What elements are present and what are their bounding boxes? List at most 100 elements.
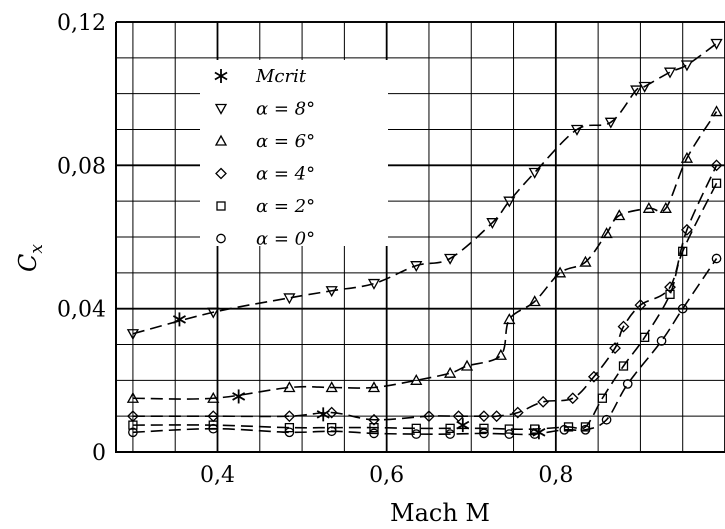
series-5-curve: [132, 258, 718, 436]
series-1-point: [503, 196, 516, 208]
series-3-point: [325, 406, 338, 419]
y-tick-label: 0: [92, 441, 106, 466]
series-1-point: [126, 329, 140, 341]
series-4-point: [639, 332, 650, 342]
series-2-point: [207, 391, 220, 403]
series-2-point: [553, 266, 567, 278]
series-4-curve: [132, 182, 718, 431]
legend-label-4: α = 2°: [256, 196, 315, 217]
legend-marker-2: [214, 134, 228, 146]
series-2-point: [710, 105, 723, 117]
series-2-point: [126, 391, 140, 403]
series-2-point: [494, 348, 507, 360]
x-tick-label: 0,4: [200, 463, 235, 488]
series-1-point: [443, 253, 457, 265]
series-4-point: [711, 178, 722, 188]
series-3-point: [368, 413, 380, 426]
x-tick-label: 0,8: [538, 463, 573, 488]
series-2-point: [367, 381, 381, 393]
series-4-point: [445, 423, 455, 434]
series-5-point: [622, 379, 633, 389]
series-1-point: [325, 286, 338, 298]
series-5-point: [580, 424, 591, 435]
series-3-point: [634, 299, 647, 312]
series-4-point: [665, 289, 675, 299]
series-2-point: [410, 373, 423, 385]
series-3-point: [609, 342, 621, 355]
series-5-point: [529, 429, 540, 439]
series-2-point: [443, 366, 457, 378]
series-3-point: [423, 410, 435, 423]
legend-label-0: Mcrit: [255, 66, 307, 87]
series-4-point: [327, 422, 337, 433]
series-5-point: [677, 303, 688, 314]
legend-label-3: α = 4°: [256, 164, 315, 185]
series-2-point: [283, 381, 296, 393]
series-2-point: [642, 201, 655, 213]
series-0-point: [232, 389, 246, 404]
series-5-point: [601, 414, 612, 425]
series-3-point: [681, 223, 693, 236]
series-2-point: [600, 227, 613, 239]
series-5-point: [504, 429, 515, 439]
series-3-curve: [132, 164, 718, 421]
y-tick-label: 0,04: [57, 298, 106, 323]
series-1-point: [207, 307, 220, 319]
series-1-point: [410, 261, 423, 273]
series-4-point: [618, 361, 629, 371]
series-1-point: [663, 67, 677, 79]
series-1-point: [367, 278, 381, 290]
series-4-point: [597, 393, 608, 403]
series-1-point: [283, 293, 296, 305]
series-3-point: [617, 320, 630, 333]
series-5-point: [326, 426, 337, 437]
series-1-point: [710, 38, 723, 50]
series-3-point: [537, 395, 550, 408]
series-4-point: [678, 246, 688, 256]
series-0-point: [316, 407, 330, 422]
series-1-point: [630, 85, 643, 97]
series-5-point: [128, 427, 138, 438]
series-2-curve: [132, 111, 718, 400]
series-2-point: [503, 313, 516, 325]
series-2-point: [613, 209, 626, 221]
series-4-point: [369, 422, 379, 433]
series-3-point: [511, 406, 524, 419]
series-4-point: [479, 423, 489, 434]
series-0-point: [172, 312, 186, 327]
tick-labels: 0,4 0,6 0,8 0 0,04 0,08 0,12: [57, 11, 573, 488]
series-1-point: [528, 167, 541, 179]
series-4-point: [504, 424, 514, 434]
x-tick-label: 0,6: [369, 463, 404, 488]
series-1-point: [638, 81, 651, 93]
legend-label-1: α = 8°: [256, 99, 315, 120]
legend-marker-3: [215, 167, 227, 180]
legend: Mcrit α = 8° α = 6° α = 4° α = 2° α = 0°: [200, 60, 388, 250]
y-tick-label: 0,08: [57, 154, 106, 179]
series-2-point: [579, 255, 592, 267]
series-5-point: [411, 429, 422, 439]
series-0-point: [456, 418, 470, 433]
series-3-point: [490, 410, 503, 423]
series-4-point: [411, 423, 421, 434]
data-markers: [126, 38, 723, 440]
legend-label-2: α = 6°: [256, 131, 315, 152]
series-3-point: [566, 392, 579, 405]
x-axis-label: Mach M: [390, 499, 490, 527]
series-2-point: [460, 359, 474, 371]
series-3-point: [283, 410, 296, 423]
series-5-point: [711, 253, 722, 264]
legend-marker-1: [214, 103, 228, 115]
series-3-point: [664, 281, 676, 294]
series-5-point: [479, 428, 489, 439]
series-3-point: [452, 410, 465, 423]
legend-marker-0: [214, 69, 228, 83]
series-5-point: [559, 424, 570, 435]
y-axis-label: Cx: [14, 244, 47, 272]
series-1-point: [604, 117, 617, 129]
series-2-point: [680, 151, 694, 163]
legend-label-5: α = 0°: [256, 229, 315, 250]
series-3-point: [478, 410, 490, 423]
series-5-point: [369, 428, 379, 439]
